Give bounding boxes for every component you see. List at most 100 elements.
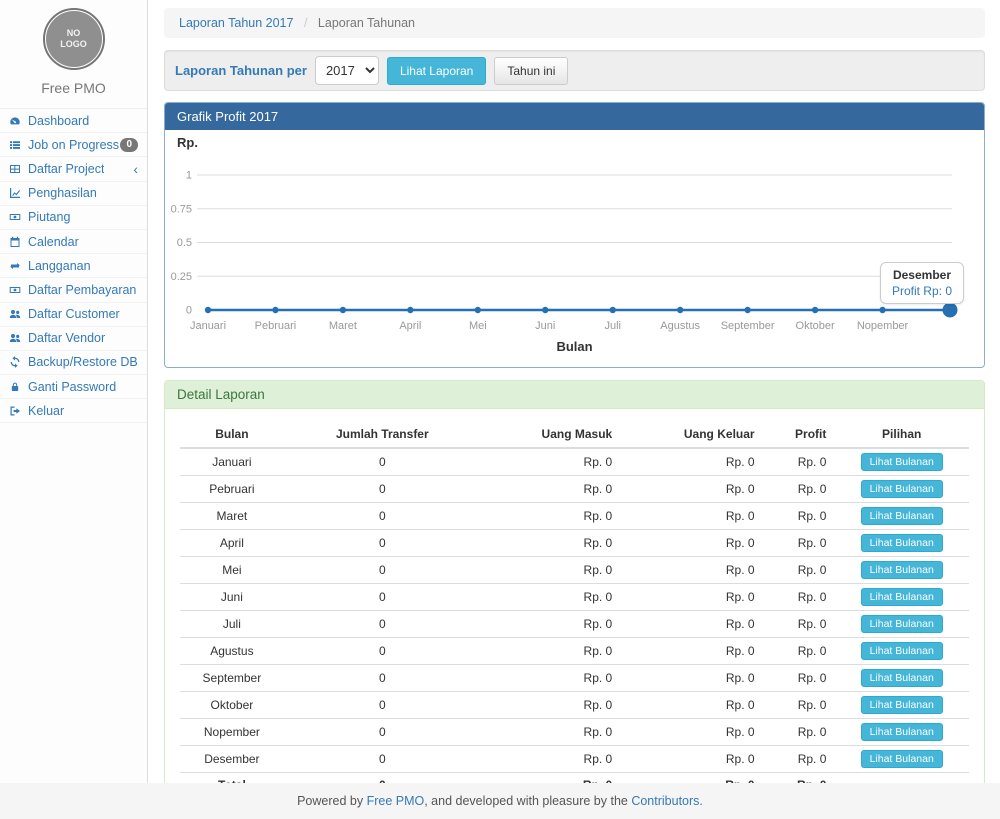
column-header: Bulan: [180, 421, 284, 448]
profit-chart-panel: Grafik Profit 2017 Rp.00.250.50.751Janua…: [164, 102, 985, 368]
footer-link-contributors[interactable]: Contributors.: [631, 794, 703, 808]
cell-profit: Rp. 0: [763, 746, 835, 773]
x-tick-label: Mei: [469, 320, 487, 332]
breadcrumb-current: Laporan Tahunan: [318, 16, 415, 30]
cell-pilihan: Lihat Bulanan: [834, 530, 969, 557]
cell-profit: Rp. 0: [763, 530, 835, 557]
x-tick-label: Nopember: [857, 320, 909, 332]
table-row: Desember0Rp. 0Rp. 0Rp. 0Lihat Bulanan: [180, 746, 969, 773]
x-axis-label: Bulan: [556, 339, 592, 354]
footer: Powered by Free PMO, and developed with …: [0, 783, 1000, 819]
x-tick-label: Juli: [604, 320, 621, 332]
cell-bulan: Mei: [180, 557, 284, 584]
y-tick-label: 0: [186, 305, 192, 317]
view-month-button[interactable]: Lihat Bulanan: [861, 696, 943, 714]
cell-masuk: Rp. 0: [481, 476, 620, 503]
data-point-juni: [542, 307, 548, 313]
users-icon: [9, 332, 22, 344]
cell-bulan: April: [180, 530, 284, 557]
data-point-januari: [205, 307, 211, 313]
cell-masuk: Rp. 0: [481, 746, 620, 773]
cell-jumlah: 0: [284, 638, 481, 665]
year-select[interactable]: 2017: [315, 56, 379, 85]
table-header-row: BulanJumlah TransferUang MasukUang Kelua…: [180, 421, 969, 448]
cell-profit: Rp. 0: [763, 665, 835, 692]
table-row: September0Rp. 0Rp. 0Rp. 0Lihat Bulanan: [180, 665, 969, 692]
view-month-button[interactable]: Lihat Bulanan: [861, 642, 943, 660]
view-month-button[interactable]: Lihat Bulanan: [861, 480, 943, 498]
this-year-button[interactable]: Tahun ini: [494, 57, 568, 85]
sidebar-item-daftar-pembayaran[interactable]: Daftar Pembayaran: [0, 278, 147, 302]
breadcrumb: Laporan Tahun 2017 / Laporan Tahunan: [164, 8, 985, 38]
cell-profit: Rp. 0: [763, 638, 835, 665]
view-month-button[interactable]: Lihat Bulanan: [861, 507, 943, 525]
cell-keluar: Rp. 0: [620, 503, 762, 530]
cell-jumlah: 0: [284, 530, 481, 557]
cell-profit: Rp. 0: [763, 448, 835, 476]
x-tick-label: Agustus: [660, 320, 700, 332]
cell-bulan: Agustus: [180, 638, 284, 665]
data-point-desember: [943, 303, 958, 318]
y-tick-label: 1: [186, 170, 192, 182]
footer-text: Powered by Free PMO, and developed with …: [297, 794, 703, 808]
view-month-button[interactable]: Lihat Bulanan: [861, 588, 943, 606]
logo-text: NO LOGO: [60, 28, 87, 50]
cell-bulan: Januari: [180, 448, 284, 476]
main-content: Laporan Tahun 2017 / Laporan Tahunan Lap…: [149, 0, 1000, 783]
cell-pilihan: Lihat Bulanan: [834, 557, 969, 584]
cell-jumlah: 0: [284, 692, 481, 719]
cell-profit: Rp. 0: [763, 719, 835, 746]
detail-panel-title: Detail Laporan: [165, 381, 984, 409]
sidebar-item-piutang[interactable]: Piutang: [0, 206, 147, 230]
sidebar-item-penghasilan[interactable]: Penghasilan: [0, 182, 147, 206]
view-month-button[interactable]: Lihat Bulanan: [861, 615, 943, 633]
tooltip-value: Profit Rp: 0: [892, 284, 952, 298]
x-tick-label: September: [721, 320, 775, 332]
column-header: Uang Masuk: [481, 421, 620, 448]
refresh-icon: [9, 356, 22, 368]
cell-jumlah: 0: [284, 448, 481, 476]
breadcrumb-link[interactable]: Laporan Tahun 2017: [179, 16, 293, 30]
table-row: Oktober0Rp. 0Rp. 0Rp. 0Lihat Bulanan: [180, 692, 969, 719]
sign-out-icon: [9, 405, 22, 417]
brand-name: Free PMO: [0, 76, 147, 109]
sidebar-item-backup-restore-db[interactable]: Backup/Restore DB: [0, 351, 147, 375]
sidebar-item-daftar-vendor[interactable]: Daftar Vendor: [0, 327, 147, 351]
view-month-button[interactable]: Lihat Bulanan: [861, 723, 943, 741]
data-point-agustus: [677, 307, 683, 313]
lock-icon: [9, 381, 22, 393]
column-header: Profit: [763, 421, 835, 448]
sidebar-menu: DashboardJob on Progress0Daftar Project‹…: [0, 109, 147, 423]
data-point-mei: [475, 307, 481, 313]
view-month-button[interactable]: Lihat Bulanan: [861, 750, 943, 768]
sidebar-item-ganti-password[interactable]: Ganti Password: [0, 375, 147, 399]
money-icon: [9, 211, 22, 223]
sidebar-item-label: Penghasilan: [28, 186, 97, 200]
view-month-button[interactable]: Lihat Bulanan: [861, 669, 943, 687]
view-report-button[interactable]: Lihat Laporan: [387, 57, 486, 85]
sidebar-item-daftar-project[interactable]: Daftar Project‹: [0, 157, 147, 181]
sidebar-item-calendar[interactable]: Calendar: [0, 230, 147, 254]
table-row: Pebruari0Rp. 0Rp. 0Rp. 0Lihat Bulanan: [180, 476, 969, 503]
cell-keluar: Rp. 0: [620, 584, 762, 611]
cell-pilihan: Lihat Bulanan: [834, 665, 969, 692]
view-month-button[interactable]: Lihat Bulanan: [861, 453, 943, 471]
sidebar-item-dashboard[interactable]: Dashboard: [0, 109, 147, 133]
column-header: Pilihan: [834, 421, 969, 448]
sidebar-item-langganan[interactable]: Langganan: [0, 254, 147, 278]
cell-keluar: Rp. 0: [620, 476, 762, 503]
page: NO LOGO Free PMO DashboardJob on Progres…: [0, 0, 1000, 819]
sidebar-item-keluar[interactable]: Keluar: [0, 399, 147, 423]
cell-masuk: Rp. 0: [481, 692, 620, 719]
view-month-button[interactable]: Lihat Bulanan: [861, 534, 943, 552]
sidebar-item-job-on-progress[interactable]: Job on Progress0: [0, 133, 147, 157]
sidebar-item-daftar-customer[interactable]: Daftar Customer: [0, 303, 147, 327]
no-logo-icon: NO LOGO: [46, 11, 102, 67]
footer-link-freepmo[interactable]: Free PMO: [367, 794, 425, 808]
cell-keluar: Rp. 0: [620, 665, 762, 692]
chart-tooltip: Desember Profit Rp: 0: [880, 262, 964, 304]
sidebar-item-label: Daftar Project: [28, 162, 104, 176]
detail-panel-body: BulanJumlah TransferUang MasukUang Kelua…: [165, 409, 984, 808]
cell-profit: Rp. 0: [763, 476, 835, 503]
view-month-button[interactable]: Lihat Bulanan: [861, 561, 943, 579]
